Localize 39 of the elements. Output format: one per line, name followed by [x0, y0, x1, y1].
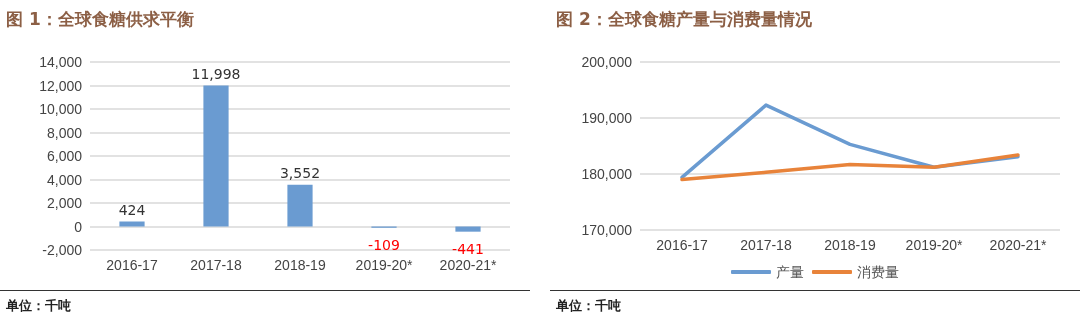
- y-tick-label: 6,000: [46, 148, 83, 164]
- chart-title: 图 1：全球食糖供求平衡: [6, 8, 194, 31]
- x-tick-label: 2019-20*: [905, 237, 963, 253]
- data-label: -109: [368, 236, 400, 253]
- y-tick-label: -2,000: [42, 242, 83, 258]
- y-tick-label: 2,000: [46, 195, 83, 211]
- bar: [455, 226, 481, 232]
- x-tick-label: 2018-19: [274, 257, 326, 273]
- data-label: 3,552: [279, 164, 321, 181]
- y-tick-label: 12,000: [39, 77, 83, 94]
- y-tick-label: 200,000: [581, 54, 633, 70]
- y-tick-label: 4,000: [46, 171, 83, 188]
- bar: [203, 85, 229, 227]
- y-tick-label: 8,000: [46, 124, 83, 141]
- data-label: -441: [452, 240, 484, 257]
- y-tick-label: 14,000: [39, 54, 83, 70]
- y-tick-label: 0: [74, 218, 83, 235]
- text: 单位：千吨: [6, 297, 71, 315]
- chart-title: 图 2：全球食糖产量与消费量情况: [556, 8, 812, 31]
- legend-label: 消费量: [857, 264, 899, 280]
- x-tick-label: 2018-19: [824, 237, 876, 253]
- data-label: 424: [118, 201, 146, 218]
- x-tick-label: 2017-18: [740, 237, 792, 253]
- bar: [119, 221, 145, 227]
- x-tick-label: 2020-21*: [439, 257, 497, 273]
- x-tick-label: 2016-17: [106, 257, 158, 273]
- y-tick-label: 170,000: [581, 222, 633, 238]
- legend-label: 产量: [776, 264, 804, 280]
- x-tick-label: 2019-20*: [355, 257, 413, 273]
- x-tick-label: 2020-21*: [989, 237, 1047, 253]
- x-tick-label: 2017-18: [190, 257, 242, 273]
- y-tick-label: 10,000: [39, 101, 83, 117]
- line-series: [680, 153, 1020, 182]
- text: 单位：千吨: [556, 297, 621, 315]
- y-tick-label: 190,000: [581, 110, 633, 126]
- y-tick-label: 180,000: [581, 166, 633, 182]
- x-tick-label: 2016-17: [656, 237, 708, 253]
- bar: [287, 184, 313, 227]
- data-label: 11,998: [191, 65, 241, 82]
